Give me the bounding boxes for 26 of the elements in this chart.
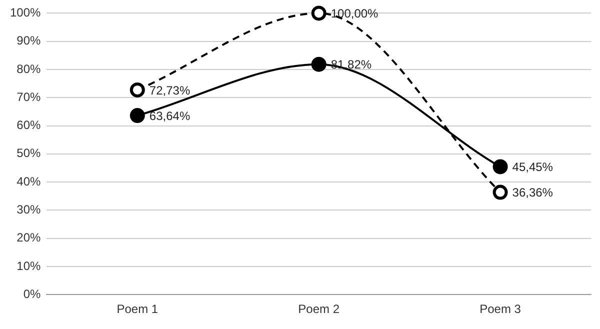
y-tick-label: 70%	[16, 90, 42, 104]
y-tick-label: 40%	[16, 174, 42, 188]
point	[130, 82, 145, 98]
point	[311, 56, 326, 72]
y-tick-label: 50%	[16, 146, 42, 160]
y-tick-label: 30%	[16, 202, 42, 216]
data-label: 45,45%	[512, 160, 554, 174]
x-tick-label: Poem 1	[116, 302, 158, 316]
point	[492, 159, 508, 174]
point	[311, 6, 326, 21]
y-tick-label: 0%	[23, 286, 42, 301]
data-label: 100,00%	[330, 6, 379, 21]
y-tick-label: 10%	[16, 258, 42, 273]
data-label: 72,73%	[149, 83, 190, 98]
point	[130, 108, 145, 124]
y-tick-label: 90%	[16, 34, 42, 48]
data-label: 36,36%	[512, 186, 554, 200]
y-tick-label: 80%	[16, 62, 42, 76]
x-tick-label: Poem 2	[298, 302, 340, 316]
data-label: 81,82%	[330, 58, 372, 72]
point	[492, 184, 508, 200]
y-tick-label: 100%	[10, 6, 42, 20]
y-tick-label: 20%	[16, 230, 42, 245]
x-tick-label: Poem 3	[480, 302, 522, 316]
y-tick-label: 60%	[16, 118, 42, 132]
data-label: 63,64%	[149, 108, 190, 123]
